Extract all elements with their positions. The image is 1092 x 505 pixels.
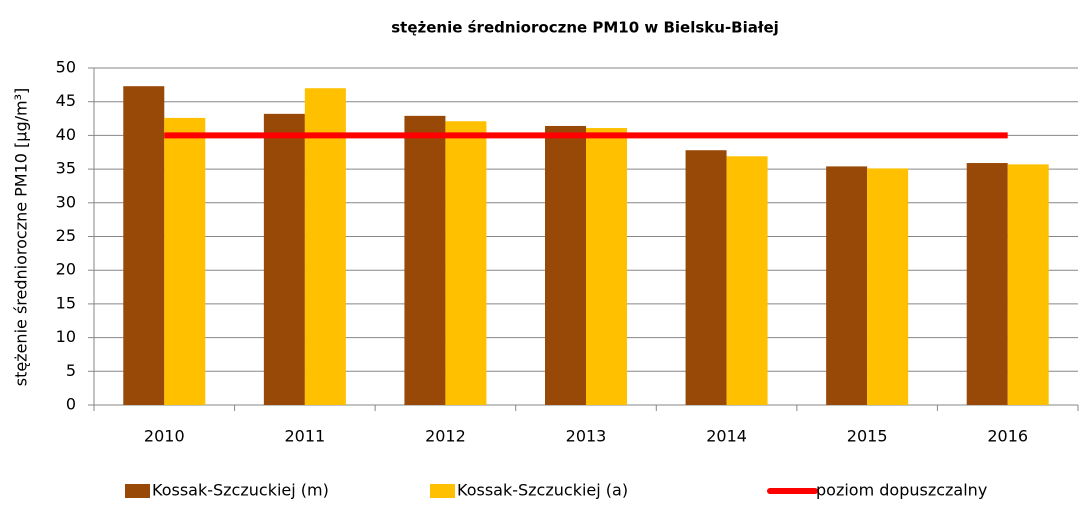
bar: [263, 113, 305, 405]
chart-title: stężenie średnioroczne PM10 w Bielsku-Bi…: [391, 19, 779, 37]
x-tick-label: 2012: [425, 427, 466, 446]
y-tick-label: 25: [56, 226, 76, 245]
y-tick-label: 20: [56, 260, 76, 279]
bar: [304, 88, 346, 405]
y-tick-label: 10: [56, 327, 76, 346]
y-tick-label: 30: [56, 192, 76, 211]
y-tick-label: 45: [56, 91, 76, 110]
y-tick-label: 0: [66, 395, 76, 414]
bar: [826, 166, 868, 405]
legend-label: Kossak-Szczuckiej (a): [457, 481, 628, 500]
bar: [685, 150, 727, 405]
y-tick-label: 35: [56, 159, 76, 178]
y-tick-label: 5: [66, 361, 76, 380]
y-tick-label: 50: [56, 58, 76, 77]
bar: [586, 127, 627, 406]
bar: [164, 117, 206, 405]
bar: [726, 156, 768, 405]
legend-label: Kossak-Szczuckiej (m): [152, 481, 329, 500]
bar: [867, 168, 909, 405]
legend-marker: [430, 484, 455, 498]
bar: [1007, 164, 1049, 405]
x-tick-label: 2013: [566, 427, 607, 446]
x-tick-label: 2010: [144, 427, 185, 446]
x-tick-label: 2014: [706, 427, 747, 446]
bar: [445, 121, 487, 405]
legend-label: poziom dopuszczalny: [816, 481, 987, 500]
x-tick-label: 2011: [284, 427, 325, 446]
x-tick-label: 2016: [987, 427, 1028, 446]
bar: [404, 115, 446, 405]
y-tick-label: 15: [56, 293, 76, 312]
y-axis-label: stężenie średnioroczne PM10 [µg/m³]: [12, 88, 31, 387]
y-tick-label: 40: [56, 125, 76, 144]
bar: [966, 163, 1008, 405]
legend-marker: [125, 484, 150, 498]
bar: [545, 125, 586, 406]
x-tick-label: 2015: [847, 427, 888, 446]
bar: [123, 86, 165, 405]
